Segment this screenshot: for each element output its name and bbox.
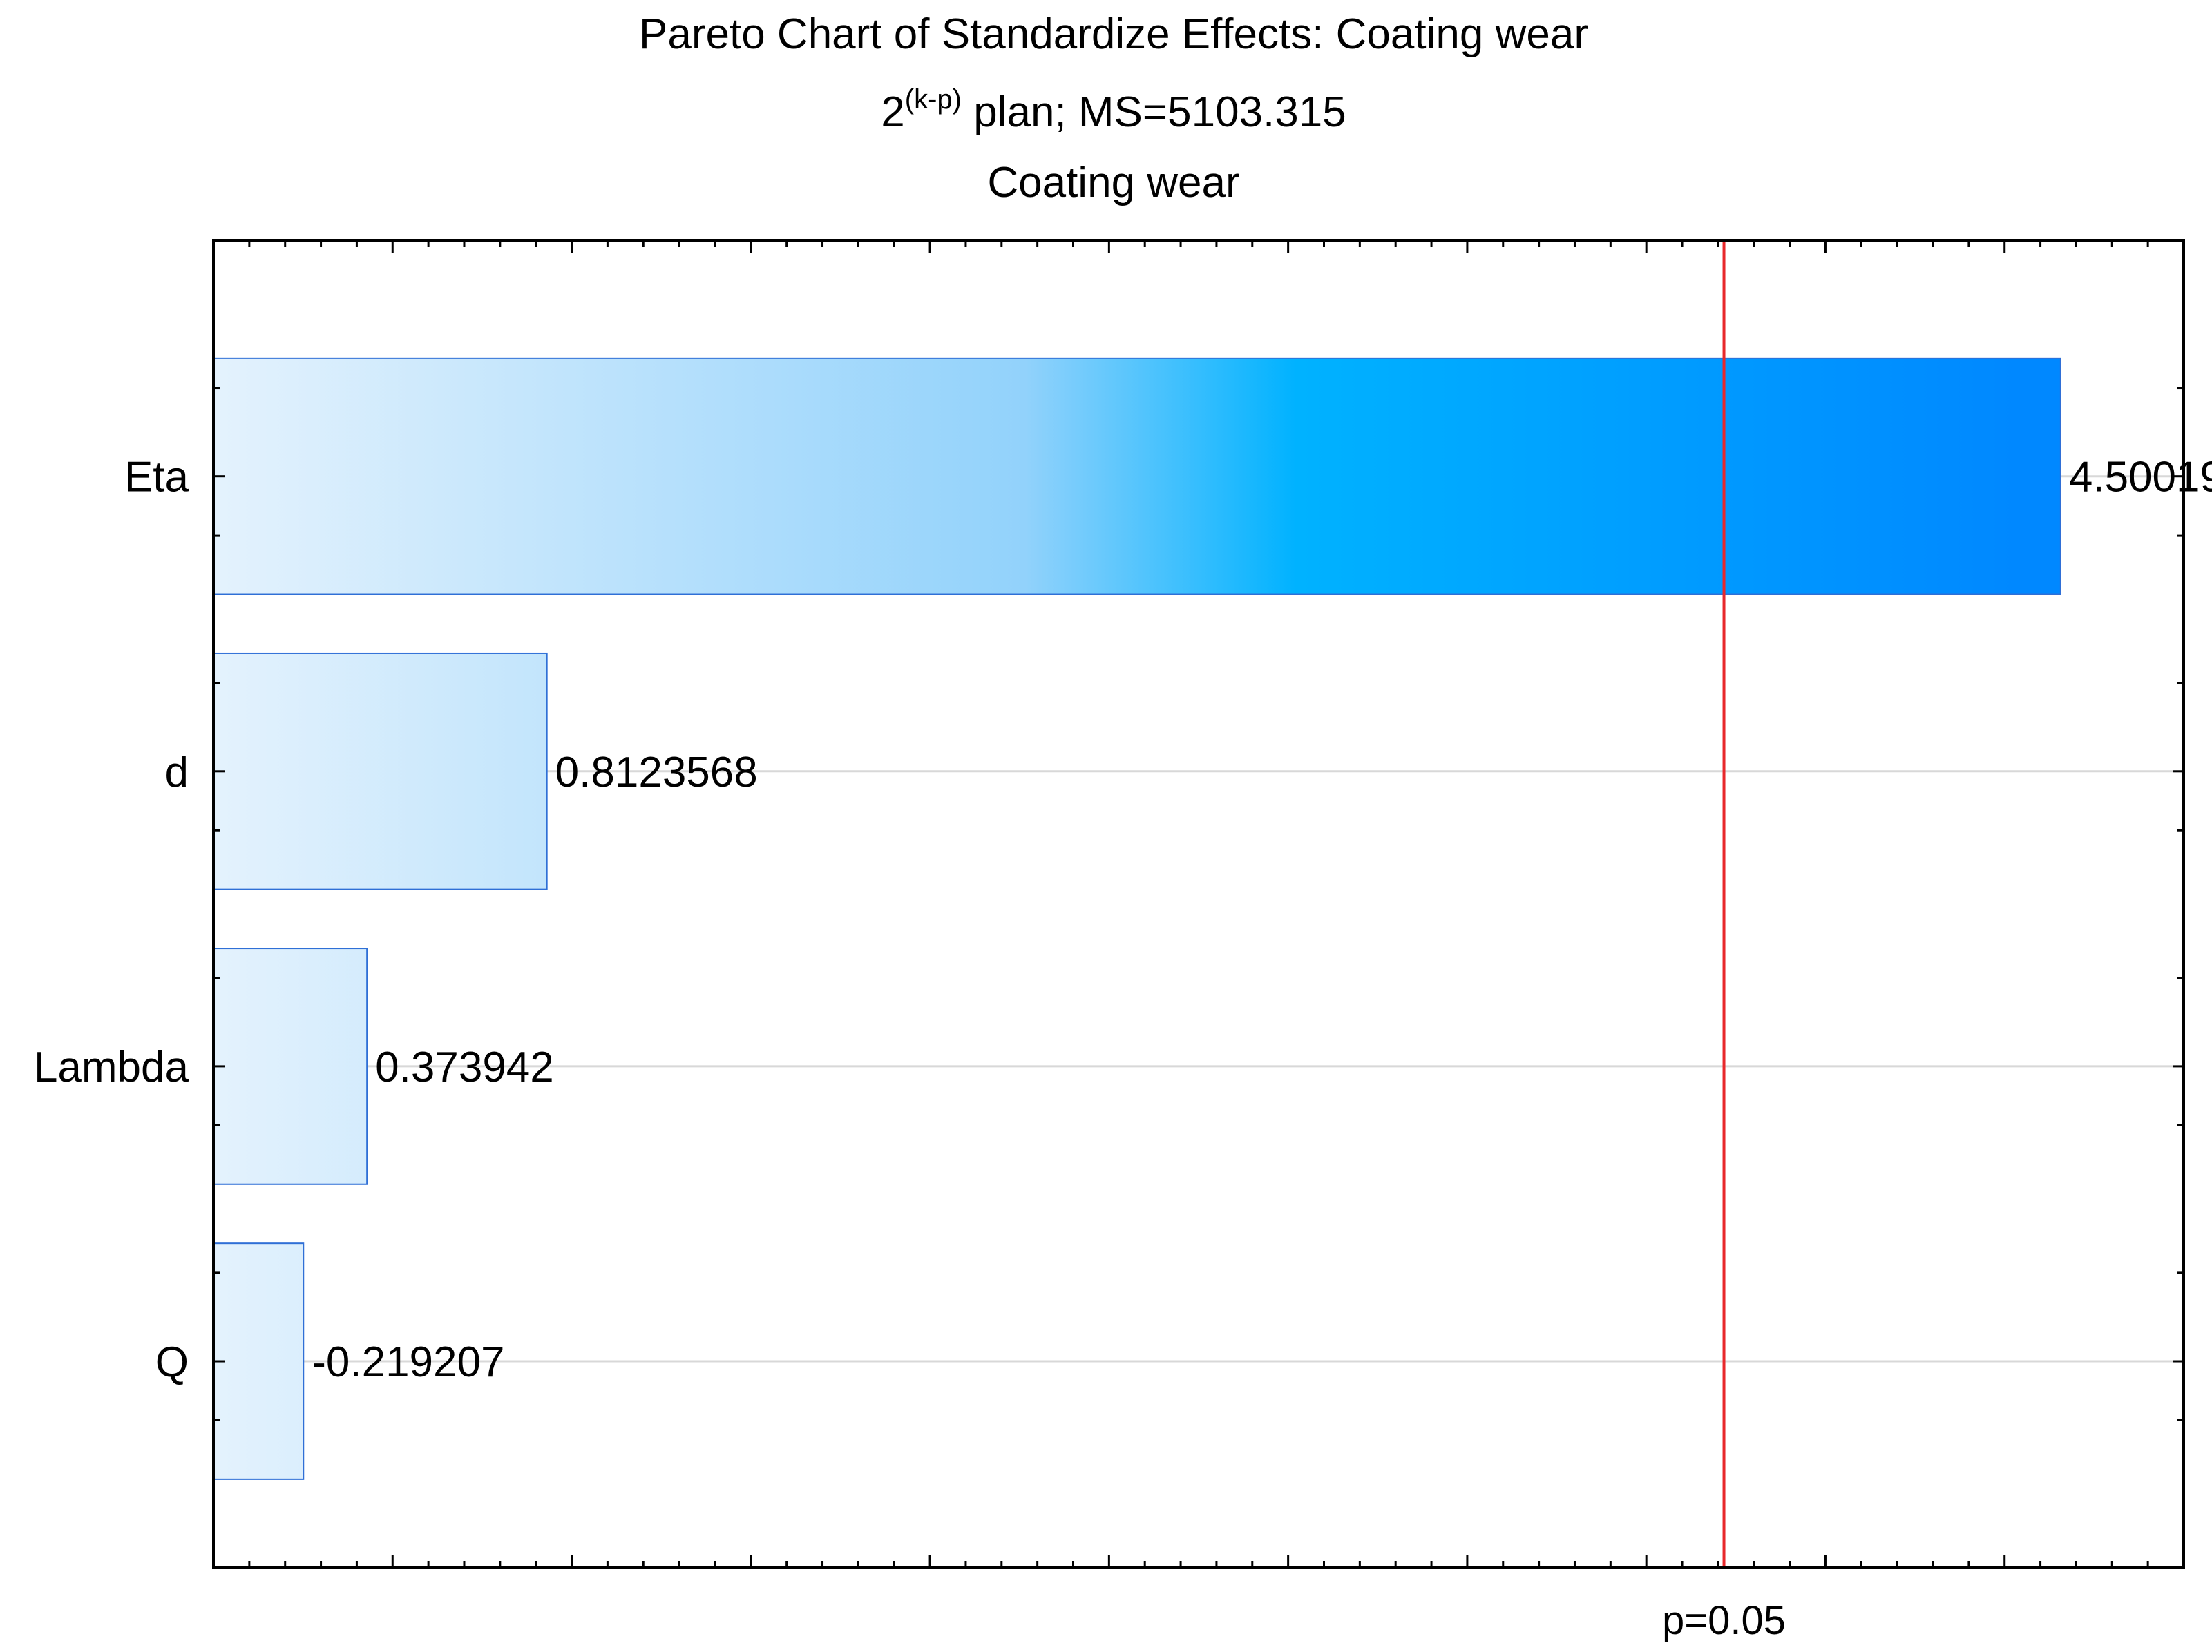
chart-subtitle: 2(k-p) plan; MS=5103.315 — [881, 84, 1346, 136]
significance-label: p=0.05 — [1662, 1598, 1786, 1643]
category-label-eta: Eta — [124, 454, 189, 501]
bar-d — [213, 652, 548, 890]
subtitle-superscript: (k-p) — [905, 84, 962, 115]
bar-q — [213, 1242, 305, 1480]
value-label-q: -0.219207 — [312, 1338, 504, 1386]
bar-lambda — [213, 948, 368, 1185]
value-labels: 4.50019 0.8123568 0.373942 -0.219207 — [312, 454, 2212, 1386]
response-label: Coating wear — [987, 159, 1239, 206]
value-label-eta: 4.50019 — [2069, 454, 2212, 501]
value-label-d: 0.8123568 — [555, 749, 758, 796]
bars — [213, 357, 2061, 1480]
bar-eta — [213, 357, 2061, 595]
subtitle-base: 2 — [881, 88, 904, 136]
subtitle-rest: plan; MS=5103.315 — [962, 88, 1346, 136]
gridlines — [213, 475, 2184, 1363]
plot-frame — [212, 239, 2185, 1569]
category-label-lambda: Lambda — [34, 1044, 189, 1091]
category-label-d: d — [165, 749, 189, 796]
value-label-lambda: 0.373942 — [375, 1044, 554, 1091]
category-label-q: Q — [155, 1338, 189, 1386]
category-labels: Eta d Lambda Q — [34, 454, 189, 1386]
chart-title: Pareto Chart of Standardize Effects: Coa… — [639, 10, 1588, 58]
